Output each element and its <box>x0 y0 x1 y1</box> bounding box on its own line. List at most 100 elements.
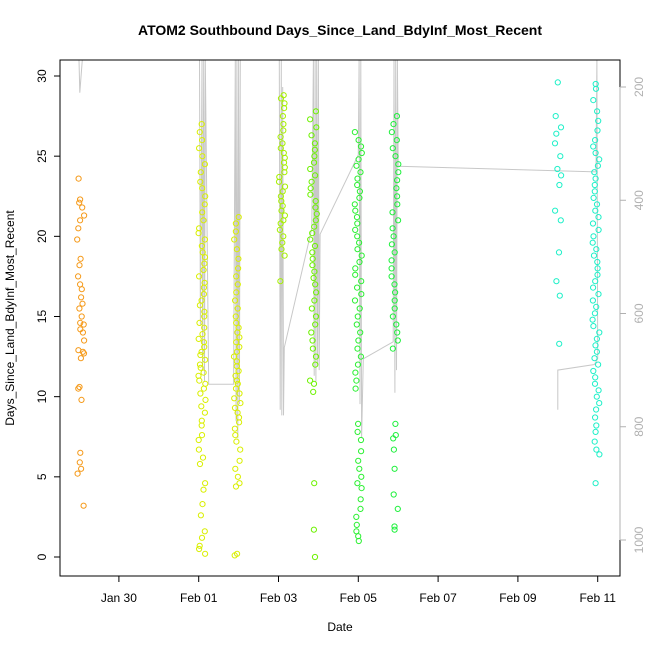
data-point <box>236 480 243 487</box>
data-point <box>311 146 318 153</box>
data-point <box>591 169 598 176</box>
data-point <box>233 348 240 355</box>
x-tick-label: Feb 01 <box>180 591 218 605</box>
data-point <box>201 260 208 267</box>
data-point <box>357 143 365 150</box>
data-point <box>394 329 401 336</box>
data-point <box>352 226 359 233</box>
data-point <box>395 217 402 224</box>
data-point <box>80 321 87 328</box>
data-point <box>311 242 319 250</box>
data-point <box>281 252 288 259</box>
data-point <box>310 159 318 166</box>
data-point <box>356 188 363 195</box>
data-point <box>277 133 284 140</box>
data-point <box>233 358 240 365</box>
data-point <box>277 278 284 285</box>
data-point <box>312 217 319 224</box>
x-tick-label: Feb 07 <box>419 591 457 605</box>
data-point <box>591 380 599 387</box>
data-point <box>555 249 563 256</box>
data-point <box>354 220 361 227</box>
data-point <box>78 396 85 403</box>
x-tick-label: Jan 30 <box>101 591 137 605</box>
data-point <box>394 337 401 344</box>
data-point <box>351 201 358 208</box>
data-point <box>201 236 208 243</box>
data-point <box>280 233 287 240</box>
data-point <box>389 345 396 352</box>
data-point <box>388 273 395 280</box>
data-point <box>307 236 314 243</box>
data-point <box>313 210 320 217</box>
data-point <box>233 438 240 445</box>
y-axis-label: Days_Since_Land_BdyInf_Most_Recent <box>3 210 17 426</box>
data-point <box>353 214 361 221</box>
data-point <box>312 108 319 115</box>
data-point <box>196 545 203 553</box>
data-point <box>312 204 319 211</box>
y-tick-label: 20 <box>35 229 49 243</box>
data-point <box>233 246 240 253</box>
x-tick-label: Feb 11 <box>579 591 616 605</box>
data-point <box>591 438 598 445</box>
data-point <box>355 420 362 427</box>
data-point <box>234 473 241 480</box>
data-point <box>355 156 362 163</box>
data-point <box>200 339 207 346</box>
data-point <box>353 162 360 169</box>
data-point <box>199 185 206 192</box>
data-point <box>196 460 204 468</box>
data-point <box>75 385 82 392</box>
data-point <box>592 342 599 349</box>
data-point <box>592 428 599 435</box>
data-point <box>354 284 361 291</box>
data-point <box>356 239 363 246</box>
data-point <box>355 457 362 464</box>
data-point <box>198 403 205 410</box>
y2-tick-label: 800 <box>632 416 646 436</box>
data-point <box>392 153 399 160</box>
y-tick-label: 10 <box>35 390 49 404</box>
data-point <box>389 145 396 152</box>
data-point <box>593 348 601 355</box>
data-point <box>391 526 398 533</box>
data-point <box>556 181 563 189</box>
data-point <box>590 367 597 375</box>
data-point <box>311 553 319 561</box>
data-point <box>231 236 238 243</box>
y-tick-label: 25 <box>35 149 49 163</box>
data-point <box>393 185 400 192</box>
data-point <box>201 279 208 286</box>
data-point <box>310 388 317 395</box>
data-point <box>594 108 601 115</box>
data-point <box>354 313 361 320</box>
data-point <box>281 100 288 107</box>
data-point <box>352 207 359 214</box>
data-point <box>236 457 243 464</box>
data-point <box>355 137 362 144</box>
data-point <box>353 521 360 529</box>
data-point <box>388 241 395 248</box>
data-point <box>353 528 360 535</box>
data-point <box>76 199 83 206</box>
data-point <box>391 281 398 288</box>
data-point <box>201 201 208 208</box>
data-point <box>358 149 365 157</box>
data-point <box>312 313 320 320</box>
data-point <box>201 254 209 261</box>
data-point <box>590 194 597 201</box>
data-point <box>232 228 239 235</box>
data-point <box>552 207 559 214</box>
data-point <box>594 127 601 134</box>
data-point <box>199 331 206 338</box>
data-point <box>595 226 602 233</box>
data-point <box>596 329 603 336</box>
data-point <box>198 417 205 424</box>
data-point <box>593 393 600 400</box>
data-point <box>354 233 361 240</box>
data-point <box>592 278 599 285</box>
data-point <box>280 121 287 128</box>
data-point <box>312 198 319 205</box>
